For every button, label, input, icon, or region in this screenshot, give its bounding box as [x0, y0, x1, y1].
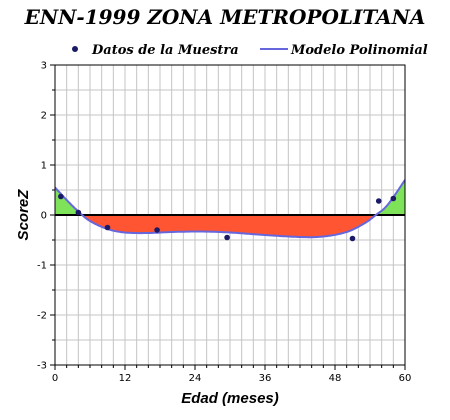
data-point: [104, 224, 111, 231]
x-tick-label: 12: [119, 373, 132, 384]
fill-region-above-zero: [375, 180, 405, 215]
x-tick-label: 0: [52, 373, 58, 384]
model-curve: [54, 179, 406, 239]
fill-region-above-zero: [55, 187, 83, 215]
legend: Datos de la Muestra Modelo Polinomial: [72, 43, 428, 58]
x-tick-label: 60: [399, 373, 412, 384]
data-point: [390, 195, 397, 202]
data-point: [375, 198, 382, 204]
y-tick-label: -1: [37, 261, 47, 272]
data-point: [349, 235, 356, 242]
x-tick-label: 48: [329, 373, 342, 384]
data-point: [58, 193, 64, 200]
chart-title: ENN-1999 ZONA METROPOLITANA: [24, 5, 426, 29]
x-axis-title: Edad (meses): [181, 390, 279, 407]
y-tick-label: 1: [41, 161, 47, 172]
data-point: [75, 209, 82, 216]
y-tick-label: 0: [41, 211, 47, 222]
data-point: [154, 227, 160, 233]
legend-label-modelo: Modelo Polinomial: [290, 43, 428, 58]
y-tick-label: -2: [37, 311, 47, 322]
x-tick-label: 24: [189, 373, 202, 384]
data-point: [224, 234, 230, 241]
y-tick-label: 2: [41, 111, 47, 122]
legend-label-datos: Datos de la Muestra: [91, 43, 239, 58]
y-tick-label: 3: [41, 61, 47, 72]
y-axis-title: ScoreZ: [15, 189, 32, 241]
y-tick-label: -3: [37, 361, 47, 372]
x-tick-label: 36: [259, 373, 272, 384]
legend-marker-datos: [72, 46, 78, 52]
